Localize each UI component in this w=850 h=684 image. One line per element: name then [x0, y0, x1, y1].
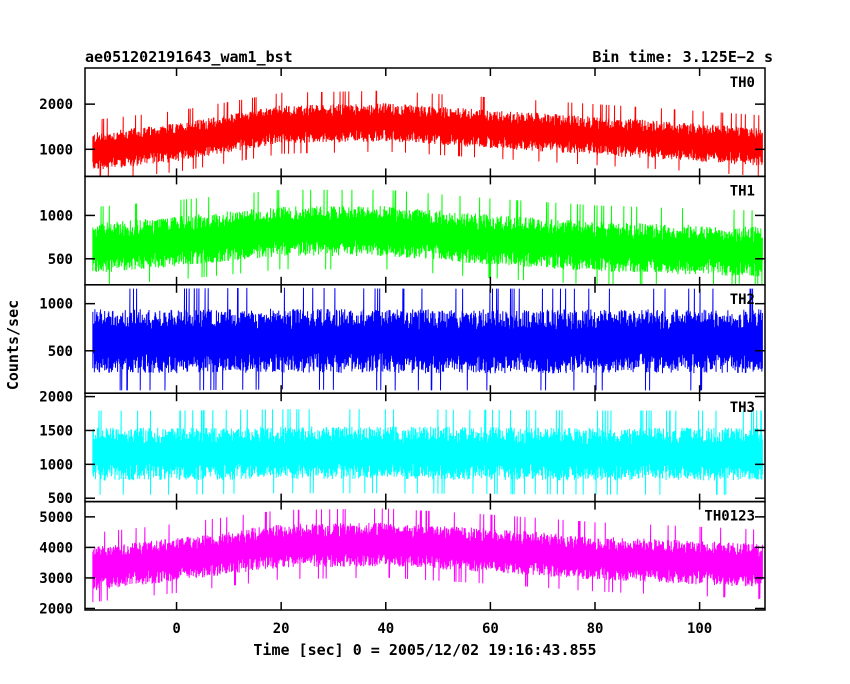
x-axis-label: Time [sec] 0 = 2005/12/02 19:16:43.855 — [253, 641, 596, 659]
y-tick-label: 500 — [48, 491, 73, 507]
x-tick-label: 0 — [172, 621, 180, 637]
header-left-title: ae051202191643_wam1_bst — [85, 48, 293, 66]
y-tick-label: 1000 — [39, 208, 73, 224]
series-line-th0123 — [92, 508, 763, 603]
y-tick-label: 1000 — [39, 297, 73, 313]
y-tick-label: 2000 — [39, 390, 73, 406]
y-tick-label: 500 — [48, 344, 73, 360]
panel-label-th2: TH2 — [730, 292, 755, 308]
x-tick-label: 20 — [273, 621, 290, 637]
series-line-th2 — [92, 287, 763, 391]
panel-label-th0123: TH0123 — [704, 509, 755, 525]
panel-label-th0: TH0 — [730, 75, 755, 91]
y-tick-label: 1000 — [39, 142, 73, 158]
x-tick-label: 40 — [377, 621, 394, 637]
y-tick-label: 1500 — [39, 423, 73, 439]
series-line-th3 — [92, 409, 763, 495]
x-tick-label: 60 — [482, 621, 499, 637]
x-tick-label: 100 — [687, 621, 712, 637]
x-tick-label: 80 — [587, 621, 604, 637]
y-tick-label: 4000 — [39, 540, 73, 556]
header-right-title: Bin time: 3.125E−2 s — [592, 48, 773, 66]
y-tick-label: 1000 — [39, 457, 73, 473]
y-tick-label: 2000 — [39, 97, 73, 113]
series-line-th0 — [92, 90, 763, 176]
y-axis-label: Counts/sec — [4, 300, 22, 390]
panel-label-th3: TH3 — [730, 400, 755, 416]
y-tick-label: 3000 — [39, 571, 73, 587]
panel-label-th1: TH1 — [730, 183, 755, 199]
y-tick-label: 5000 — [39, 510, 73, 526]
y-tick-label: 500 — [48, 252, 73, 268]
series-line-th1 — [92, 189, 763, 285]
panel-frame-th0123 — [84, 500, 766, 611]
y-tick-label: 2000 — [39, 601, 73, 617]
